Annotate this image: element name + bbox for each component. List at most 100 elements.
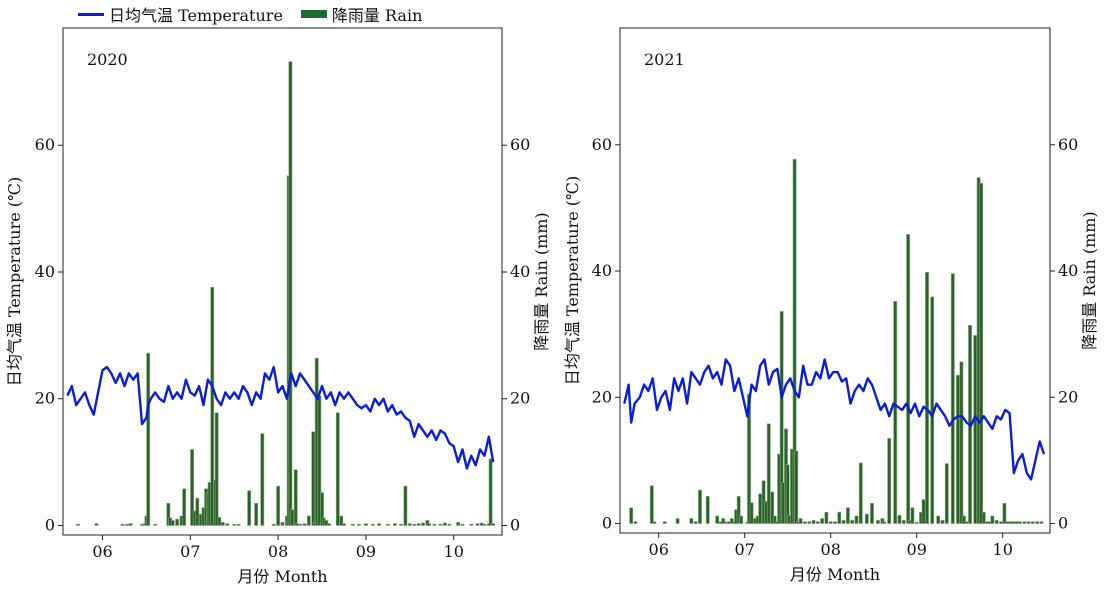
rain-bar [770, 491, 775, 524]
rain-bar [125, 523, 129, 526]
rain-bar [772, 515, 777, 524]
rain-bars [629, 159, 1044, 524]
rain-bar [785, 464, 790, 524]
y-tick-label-left: 20 [592, 387, 612, 406]
y-axis-label-right: 降雨量 Rain (mm) [1080, 211, 1099, 349]
rain-bar [443, 522, 447, 526]
y-tick-label-right: 0 [1058, 514, 1068, 533]
rain-bar [845, 507, 850, 524]
rain-bar [488, 458, 493, 526]
x-axis-label: 月份 Month [790, 565, 880, 584]
rain-bar [824, 511, 829, 524]
rain-bar [364, 523, 368, 526]
legend: 日均气温 Temperature 降雨量 Rain [78, 2, 422, 26]
rain-bar [342, 523, 346, 526]
rain-bar [225, 523, 230, 526]
rain-bar [910, 507, 915, 524]
rain-bar [128, 523, 133, 526]
rain-bars [76, 61, 496, 526]
rain-bar [950, 273, 955, 524]
temperature-line [623, 358, 1046, 481]
rain-bar [271, 523, 276, 526]
rain-bar [897, 515, 902, 524]
y-tick-label-left: 40 [592, 261, 612, 280]
rain-bar [850, 520, 855, 524]
rain-bar [460, 523, 465, 526]
rain-bar [798, 518, 803, 524]
y-tick-label-left: 60 [35, 135, 55, 154]
rain-bar [416, 523, 421, 526]
rain-bar [175, 518, 180, 526]
rain-bar [280, 522, 285, 526]
rain-bar [1002, 503, 1007, 524]
y-tick-label-right: 60 [1058, 135, 1078, 154]
x-tick-label: 06 [92, 542, 112, 561]
rain-bar [1017, 521, 1022, 524]
rain-bar [260, 433, 265, 526]
rain-bar [870, 503, 874, 524]
rain-bar [214, 412, 219, 526]
chart-title: 2021 [644, 50, 685, 69]
legend-temperature-label: 日均气温 Temperature [109, 6, 283, 25]
rain-bar [833, 521, 837, 524]
rain-bar [403, 485, 408, 526]
rain-bar [893, 301, 898, 524]
legend-rain-label: 降雨量 Rain [331, 6, 423, 25]
rain-bar [327, 523, 331, 526]
rain-bar [914, 521, 919, 524]
x-tick-label: 10 [444, 542, 464, 561]
rain-bar [794, 450, 799, 524]
rain-bar [1035, 521, 1040, 524]
rain-bar [146, 352, 151, 526]
rain-bar [925, 271, 929, 524]
rain-bar [324, 520, 329, 526]
rain-bar [190, 449, 194, 526]
rain-bar [747, 393, 751, 524]
x-tick-label: 08 [268, 542, 288, 561]
rain-bar [1030, 521, 1035, 524]
rain-bar [371, 523, 375, 526]
rain-bar [715, 515, 720, 524]
rain-bar [811, 520, 816, 524]
rain-bar [979, 182, 984, 524]
rain-bar [293, 469, 298, 526]
y-tick-label-left: 20 [35, 389, 55, 408]
plot-frame [619, 27, 1051, 534]
rain-bar [689, 518, 694, 524]
y-tick-label-left: 0 [45, 515, 55, 534]
rain-bar [1026, 521, 1031, 524]
rain-bar [705, 496, 710, 524]
rain-bar [994, 520, 999, 524]
rain-bar [936, 515, 941, 524]
rain-bar [153, 523, 158, 526]
y-tick-label-left: 0 [602, 514, 612, 533]
rain-bar [350, 523, 355, 526]
rain-bar [858, 462, 863, 524]
rain-bar [377, 523, 381, 526]
x-tick-label: 10 [993, 540, 1013, 559]
rain-bar [399, 523, 403, 526]
rain-bar [392, 523, 397, 526]
x-tick-label: 06 [649, 540, 669, 559]
rain-bar [837, 511, 842, 524]
y-tick-label-left: 60 [592, 135, 612, 154]
rain-bar [94, 523, 99, 526]
rain-bar [729, 518, 734, 524]
rain-bar [633, 521, 638, 524]
rain-bar [298, 523, 302, 526]
rain-bar [491, 523, 496, 526]
rain-bar [412, 523, 417, 526]
rain-bar [210, 286, 215, 526]
y-tick-label-right: 0 [510, 515, 520, 534]
y-axis-label-right: 降雨量 Rain (mm) [532, 212, 551, 350]
rain-bar [964, 521, 969, 524]
rain-bar [482, 523, 487, 526]
rain-bar [629, 507, 634, 524]
rain-bar [182, 488, 187, 526]
temperature-swatch [78, 12, 104, 16]
rain-bar [807, 521, 812, 524]
rain-bar [1022, 521, 1027, 524]
rain-bar [721, 518, 726, 524]
y-axis-label-left: 日均气温 Temperature (℃) [563, 176, 582, 385]
x-tick-label: 09 [907, 540, 927, 559]
